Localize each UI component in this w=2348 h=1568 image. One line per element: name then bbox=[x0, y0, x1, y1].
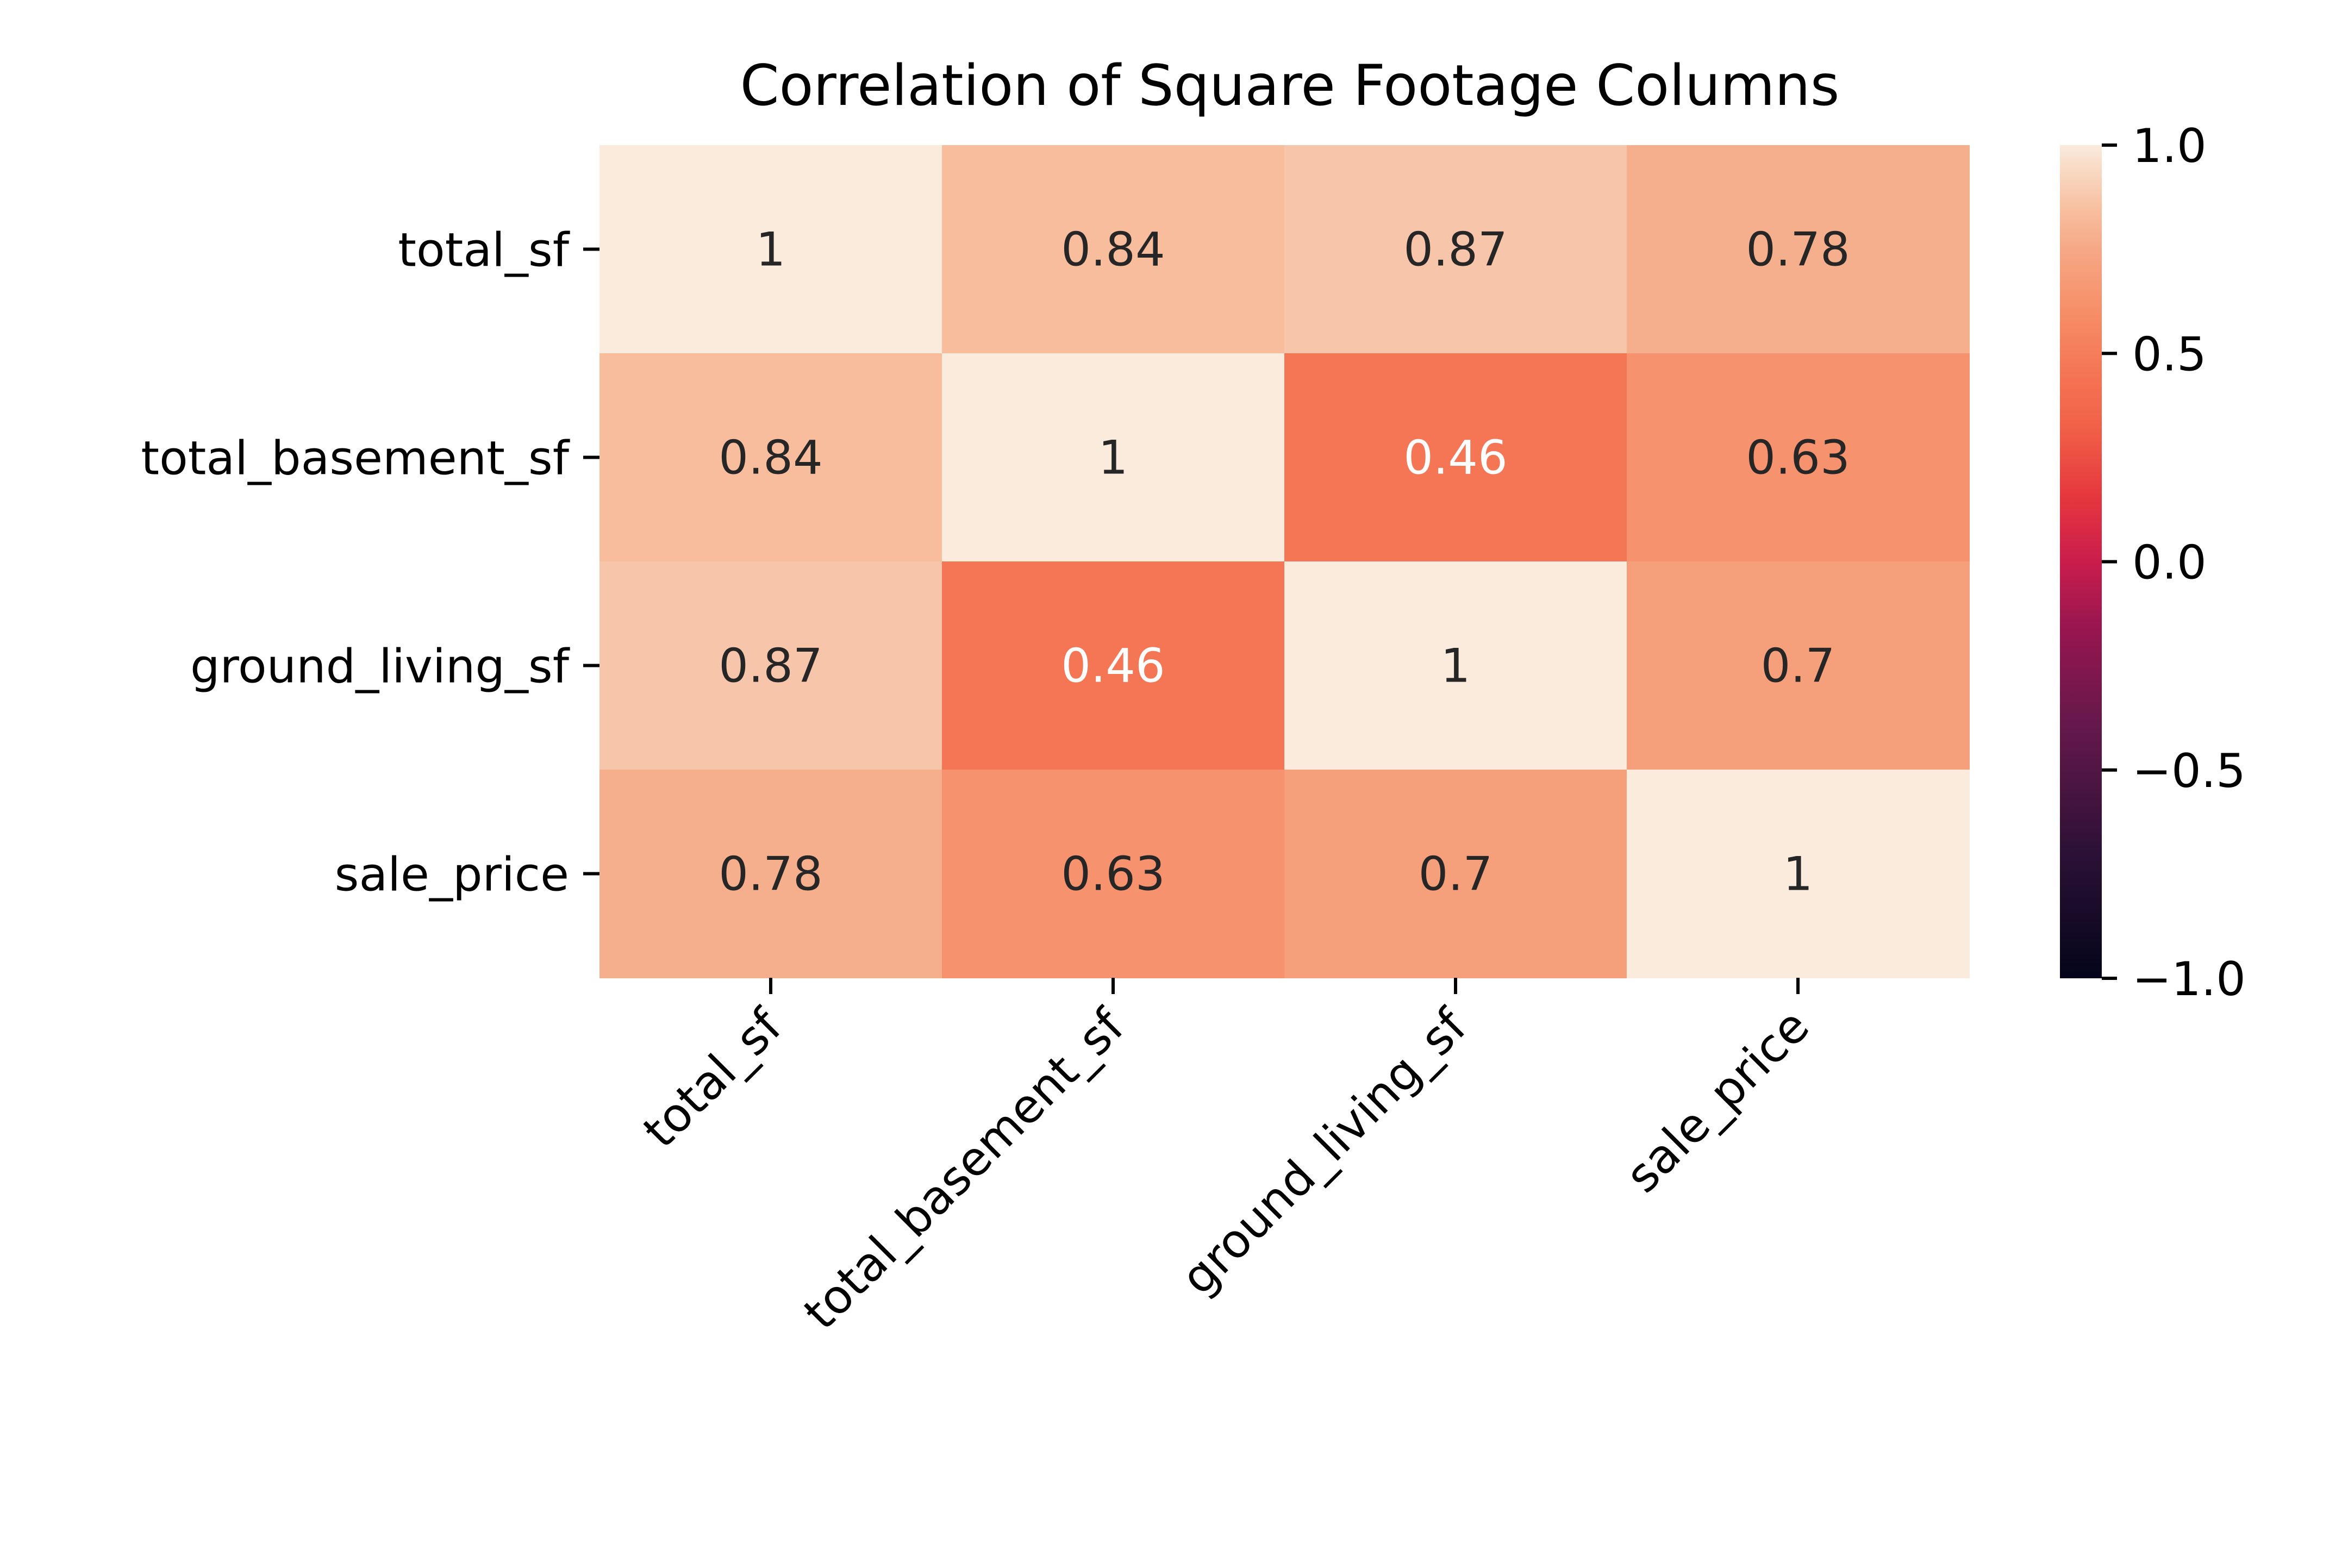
cell-value-label: 0.87 bbox=[1403, 223, 1507, 277]
x-axis: total_sf total_basement_sf ground_living_s… bbox=[633, 978, 1820, 1340]
heatmap-cell bbox=[942, 561, 1285, 770]
y-tick-label: sale_price bbox=[335, 848, 569, 902]
cell-value-label: 1 bbox=[1098, 431, 1128, 485]
cell-value-label: 1 bbox=[1783, 847, 1813, 902]
colorbar-tick-label: 1.0 bbox=[2132, 119, 2207, 173]
cell-value-label: 0.78 bbox=[1746, 223, 1850, 277]
heatmap-cell bbox=[1627, 353, 1970, 562]
heatmap-cell bbox=[942, 145, 1285, 354]
cell-annotations: 1 0.84 0.87 0.78 0.84 1 0.46 0.63 0.87 0.46 1 0.7 0.… bbox=[719, 223, 1850, 902]
y-axis: total_sf total_basement_sf ground_living_s… bbox=[141, 223, 600, 902]
y-tick-label: total_sf bbox=[398, 223, 570, 278]
heatmap-cell bbox=[942, 770, 1285, 978]
heatmap-cell bbox=[600, 770, 942, 978]
y-tick-label: ground_living_sf bbox=[190, 640, 570, 694]
x-tick-label: ground_living_sf bbox=[1171, 998, 1478, 1305]
y-tick-label: total_basement_sf bbox=[141, 432, 570, 486]
x-tick-label: sale_price bbox=[1615, 999, 1820, 1203]
cell-value-label: 0.7 bbox=[1419, 847, 1493, 902]
heatmap-cell bbox=[600, 561, 942, 770]
cell-value-label: 0.63 bbox=[1746, 431, 1850, 485]
heatmap-cell bbox=[1284, 770, 1627, 978]
cell-value-label: 0.63 bbox=[1061, 847, 1165, 902]
colorbar-tick-label: 0.0 bbox=[2132, 536, 2207, 590]
cell-value-label: 0.84 bbox=[1061, 223, 1165, 277]
colorbar-gradient-bar bbox=[2060, 145, 2102, 978]
colorbar-tick-label: −0.5 bbox=[2132, 744, 2246, 798]
heatmap-cell bbox=[942, 353, 1285, 562]
cell-value-label: 0.46 bbox=[1403, 431, 1507, 485]
cell-value-label: 1 bbox=[756, 223, 786, 277]
cell-value-label: 0.46 bbox=[1061, 639, 1165, 694]
heatmap-cell bbox=[600, 353, 942, 562]
heatmap-cell bbox=[1627, 561, 1970, 770]
chart-title: Correlation of Square Footage Columns bbox=[740, 53, 1840, 118]
heatmap-cell bbox=[600, 145, 942, 354]
heatmap-cell bbox=[1627, 770, 1970, 978]
cell-value-label: 0.7 bbox=[1761, 639, 1835, 694]
x-tick-label: total_basement_sf bbox=[794, 998, 1135, 1340]
cell-value-label: 0.87 bbox=[719, 639, 822, 694]
heatmap-cell bbox=[1284, 145, 1627, 354]
cell-value-label: 1 bbox=[1441, 639, 1471, 694]
colorbar-tick-label: −1.0 bbox=[2132, 952, 2246, 1007]
heatmap-cell bbox=[1284, 353, 1627, 562]
heatmap-cell bbox=[1284, 561, 1627, 770]
cell-value-label: 0.84 bbox=[719, 431, 822, 485]
colorbar-ticks: 1.0 0.5 0.0 −0.5 −1.0 bbox=[2102, 119, 2246, 1007]
colorbar-tick-label: 0.5 bbox=[2132, 327, 2207, 382]
heatmap-cell bbox=[1627, 145, 1970, 354]
heatmap-cells bbox=[600, 145, 1970, 978]
x-tick-label: total_sf bbox=[633, 998, 793, 1158]
cell-value-label: 0.78 bbox=[719, 847, 822, 902]
colorbar bbox=[2060, 145, 2102, 978]
